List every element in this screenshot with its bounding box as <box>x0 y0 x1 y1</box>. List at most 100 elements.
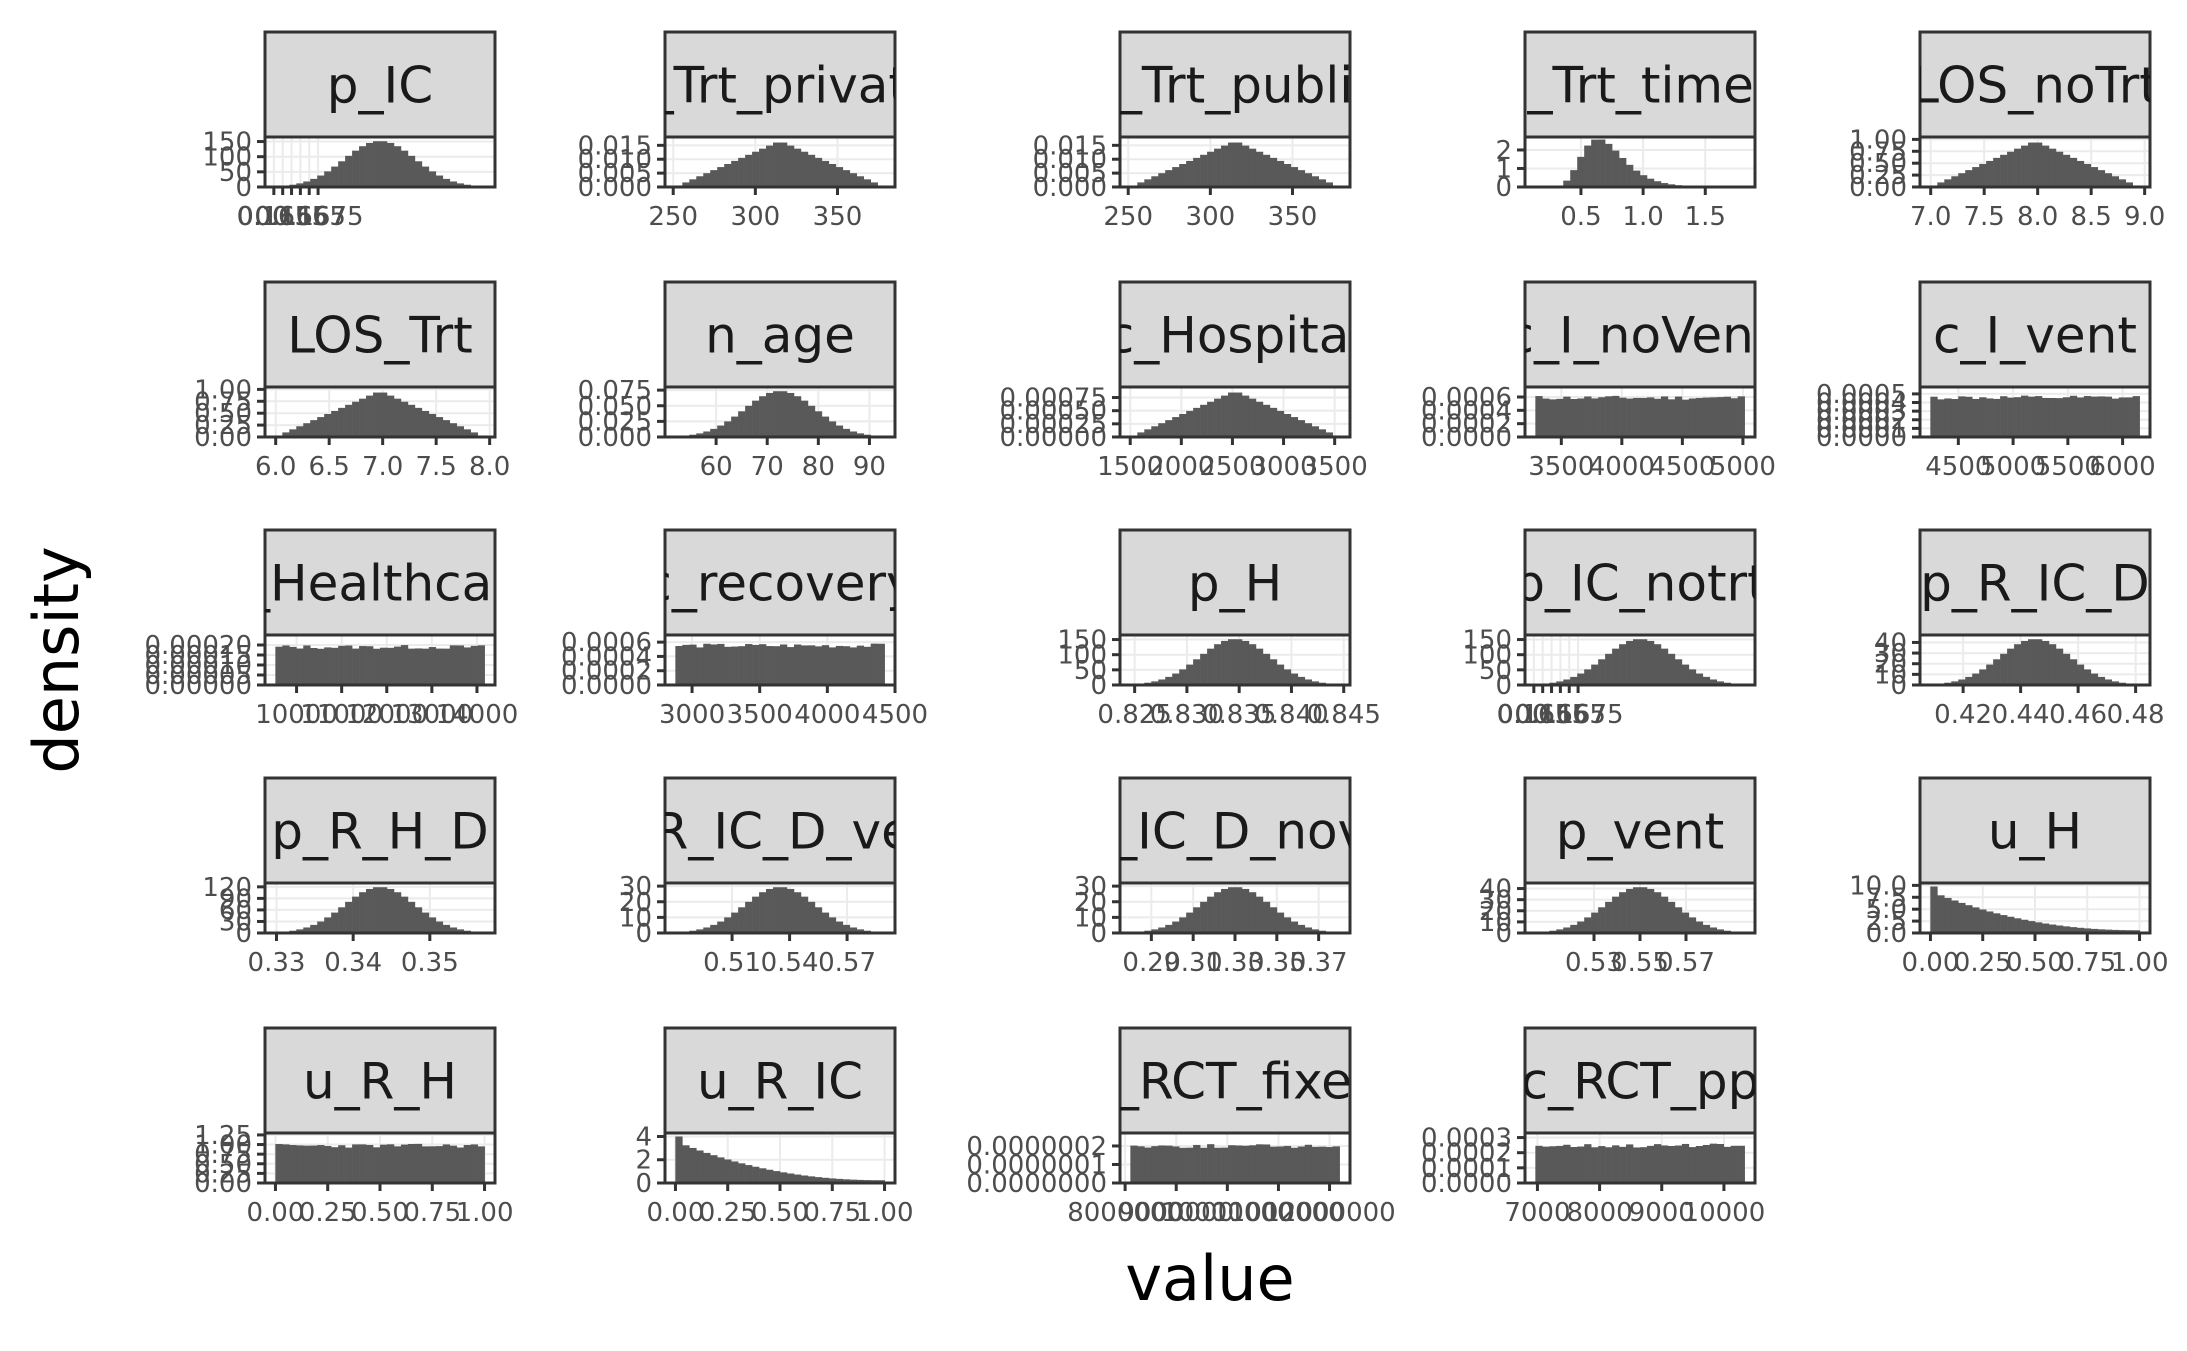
y-tick-label: 1.00 <box>1849 125 1907 155</box>
histogram-bar <box>849 431 858 437</box>
y-tick-label: 0.00 <box>194 1169 252 1199</box>
histogram-bar <box>1619 1146 1627 1183</box>
histogram-bar <box>386 142 395 187</box>
histogram-bar <box>1958 396 1966 437</box>
histogram-bar <box>1660 183 1669 187</box>
histogram-bar <box>414 161 423 187</box>
histogram-bar <box>1584 917 1592 933</box>
histogram-bar <box>1737 396 1745 437</box>
histogram-bar <box>456 183 465 187</box>
facet-strip-label: p_IC <box>327 57 433 115</box>
facet-strip-label: LOS_Trt <box>287 307 473 365</box>
histogram-bar <box>689 1147 697 1183</box>
histogram-bar <box>380 141 388 187</box>
histogram-bar <box>1186 664 1194 685</box>
histogram-bar <box>1207 151 1215 187</box>
histogram-bar <box>2028 396 2036 437</box>
x-tick-label: 0.165 <box>1497 700 1571 730</box>
histogram-bar <box>1598 139 1606 187</box>
histogram-bar <box>449 927 458 933</box>
histogram-bar <box>2069 927 2078 933</box>
histogram-bar <box>393 398 402 437</box>
histogram-bar <box>1193 157 1201 187</box>
histogram-bar <box>1200 901 1208 933</box>
histogram-bar <box>863 646 871 685</box>
y-tick-label: 20 <box>1479 897 1512 927</box>
histogram-bar <box>1619 397 1627 437</box>
x-axis-title: value <box>1125 1242 1294 1315</box>
histogram-bar <box>2055 648 2064 685</box>
histogram-bar <box>1563 396 1571 437</box>
x-tick-label: 0.835 <box>1202 700 1276 730</box>
histogram-bar <box>1248 644 1257 685</box>
histogram-bar <box>1241 888 1250 933</box>
histogram-bar <box>1577 921 1585 933</box>
histogram-bar <box>1612 1145 1620 1183</box>
histogram-bar <box>1695 1146 1704 1183</box>
y-tick-label: 0.000 <box>1033 173 1107 203</box>
histogram-bar <box>2007 648 2015 685</box>
x-tick-label: 0.46 <box>2049 700 2107 730</box>
histogram-bar <box>2090 167 2099 187</box>
x-tick-label: 60 <box>700 452 733 482</box>
histogram-bar <box>1179 917 1187 933</box>
histogram-bar <box>1660 396 1669 437</box>
histogram-bar <box>717 921 725 933</box>
histogram-bar <box>1179 669 1187 685</box>
histogram-bar <box>2007 916 2015 933</box>
histogram-bar <box>1262 901 1271 933</box>
histogram-bar <box>1646 640 1655 685</box>
y-tick-label: 10 <box>619 903 652 933</box>
y-tick-label: 0 <box>235 919 252 949</box>
y-tick-label: 0.00010 <box>144 651 252 681</box>
histogram-bar <box>1640 175 1648 187</box>
y-tick-label: 50 <box>219 158 252 188</box>
x-tick-label: 6.5 <box>309 452 350 482</box>
histogram-bar <box>1937 182 1945 187</box>
histogram-bar <box>345 1147 353 1183</box>
histogram-bar <box>1535 1145 1543 1183</box>
histogram-bar <box>1290 417 1299 437</box>
facet-strip <box>1118 30 1352 139</box>
histogram-bar <box>317 921 325 933</box>
facet-strip <box>1523 1026 1757 1135</box>
histogram-bar <box>2111 398 2120 437</box>
histogram-bar <box>386 395 395 437</box>
histogram-bar <box>1716 681 1725 685</box>
histogram-bar <box>828 917 837 933</box>
y-tick-label: 1.00 <box>194 375 252 405</box>
histogram-bar <box>1660 896 1669 933</box>
facet-panels: p_IC0.1650.16550.1660.16650.1670.1675050… <box>144 30 2168 1228</box>
histogram-bar <box>1716 397 1725 437</box>
histogram-bar <box>793 1174 802 1183</box>
histogram-bar <box>366 1144 374 1183</box>
histogram-bar <box>2041 145 2050 187</box>
histogram-bar <box>1626 640 1634 685</box>
x-tick-label: 350 <box>813 202 863 232</box>
histogram-bar <box>1297 170 1306 187</box>
histogram-bar <box>2028 142 2036 187</box>
x-tick-label: 7000 <box>1504 1198 1570 1228</box>
histogram-bar <box>1633 1147 1641 1183</box>
facet-strip <box>1118 528 1352 637</box>
histogram-bar <box>2062 154 2071 187</box>
histogram-bar <box>1702 676 1711 685</box>
histogram-bar <box>752 1166 760 1183</box>
y-tick-label: 20 <box>619 888 652 918</box>
histogram-bar <box>1640 1147 1648 1183</box>
x-tick-label: 4000 <box>794 700 860 730</box>
histogram-bar <box>2090 396 2099 437</box>
histogram-bar <box>1172 673 1180 685</box>
y-tick-label: 0.0000 <box>1421 423 1512 453</box>
histogram-bar <box>835 167 844 187</box>
histogram-bar <box>1598 907 1606 933</box>
x-tick-label: 8000 <box>1567 1198 1633 1228</box>
histogram-bar <box>1269 157 1278 187</box>
x-tick-label: 0.44 <box>1992 700 2050 730</box>
y-tick-label: 0.00000 <box>144 671 252 701</box>
histogram-bar <box>359 1144 367 1183</box>
histogram-bar <box>2000 396 2008 437</box>
facet-strip-label: c_Hospital <box>1107 307 1364 365</box>
histogram-bar <box>1241 395 1250 437</box>
